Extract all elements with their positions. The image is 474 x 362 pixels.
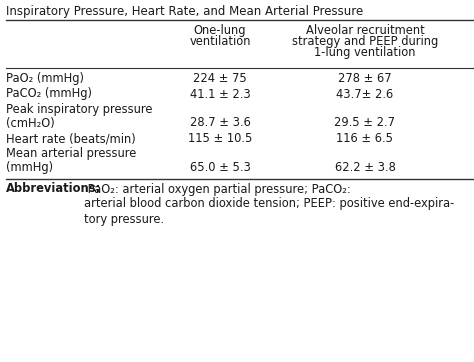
Text: 29.5 ± 2.7: 29.5 ± 2.7	[335, 117, 395, 130]
Text: 28.7 ± 3.6: 28.7 ± 3.6	[190, 117, 250, 130]
Text: Alveolar recruitment: Alveolar recruitment	[306, 24, 424, 37]
Text: Mean arterial pressure: Mean arterial pressure	[6, 147, 137, 160]
Text: 65.0 ± 5.3: 65.0 ± 5.3	[190, 161, 250, 174]
Text: ventilation: ventilation	[189, 35, 251, 48]
Text: (cmH₂O): (cmH₂O)	[6, 117, 55, 130]
Text: Abbreviations:: Abbreviations:	[6, 182, 101, 195]
Text: PaO₂: arterial oxygen partial pressure; PaCO₂:
arterial blood carbon dioxide ten: PaO₂: arterial oxygen partial pressure; …	[84, 182, 454, 226]
Text: 41.1 ± 2.3: 41.1 ± 2.3	[190, 88, 250, 101]
Text: PaO₂ (mmHg): PaO₂ (mmHg)	[6, 72, 84, 85]
Text: 62.2 ± 3.8: 62.2 ± 3.8	[335, 161, 395, 174]
Text: Inspiratory Pressure, Heart Rate, and Mean Arterial Pressure: Inspiratory Pressure, Heart Rate, and Me…	[6, 5, 363, 18]
Text: Heart rate (beats/min): Heart rate (beats/min)	[6, 132, 136, 145]
Text: strategy and PEEP during: strategy and PEEP during	[292, 35, 438, 48]
Text: 116 ± 6.5: 116 ± 6.5	[337, 132, 393, 145]
Text: Peak inspiratory pressure: Peak inspiratory pressure	[6, 103, 153, 116]
Text: PaCO₂ (mmHg): PaCO₂ (mmHg)	[6, 88, 92, 101]
Text: (mmHg): (mmHg)	[6, 161, 53, 174]
Text: 278 ± 67: 278 ± 67	[338, 72, 392, 85]
Text: One-lung: One-lung	[194, 24, 246, 37]
Text: 1-lung ventilation: 1-lung ventilation	[314, 46, 416, 59]
Text: 115 ± 10.5: 115 ± 10.5	[188, 132, 252, 145]
Text: 43.7± 2.6: 43.7± 2.6	[337, 88, 393, 101]
Text: 224 ± 75: 224 ± 75	[193, 72, 247, 85]
